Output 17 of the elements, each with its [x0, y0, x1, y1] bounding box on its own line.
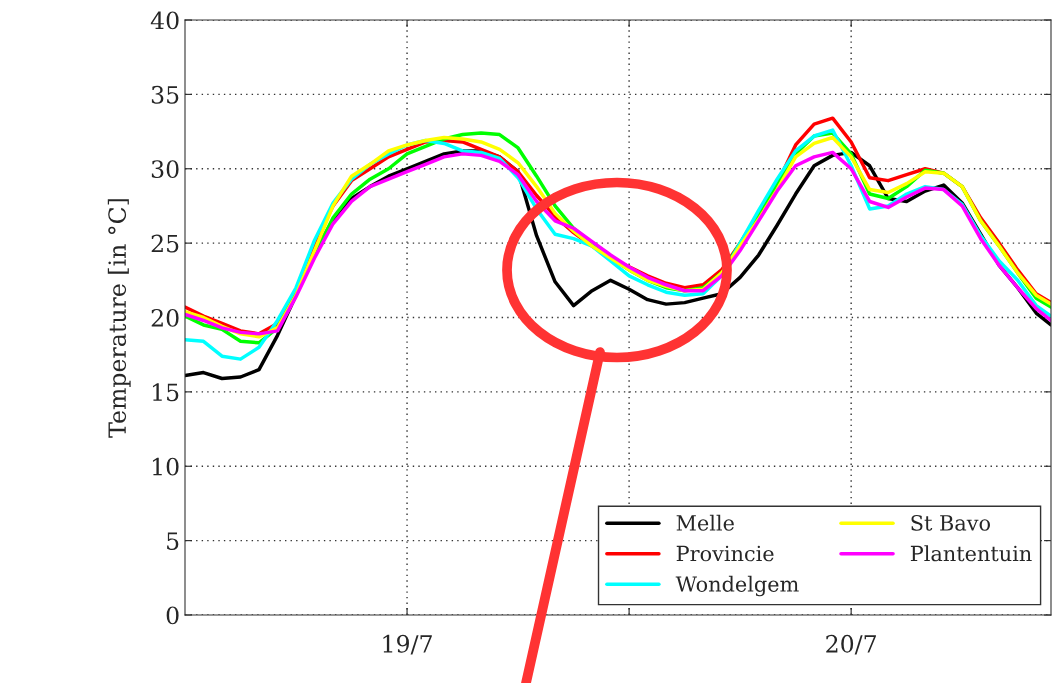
y-tick-label: 40	[150, 11, 179, 30]
y-tick-label: 35	[151, 85, 179, 104]
y-tick-label: 0	[166, 606, 179, 625]
y-tick-label: 30	[151, 160, 179, 179]
y-tick-label: 10	[152, 457, 179, 476]
legend-label: Melle	[676, 514, 734, 531]
x-tick-label: 19/7	[383, 634, 432, 655]
y-tick-label: 20	[151, 308, 179, 327]
legend-label: Plantentuin	[910, 545, 1032, 562]
legend-label: Provincie	[676, 545, 774, 562]
y-tick-label: 25	[151, 234, 179, 253]
y-tick-label: 15	[152, 383, 179, 402]
y-axis-title: Temperature [in °C]	[107, 199, 131, 438]
legend-label: Wondelgem	[675, 575, 799, 597]
y-tick-label: 5	[167, 532, 179, 550]
legend-label: St Bavo	[911, 515, 990, 531]
x-tick-label: 20/7	[826, 634, 876, 655]
